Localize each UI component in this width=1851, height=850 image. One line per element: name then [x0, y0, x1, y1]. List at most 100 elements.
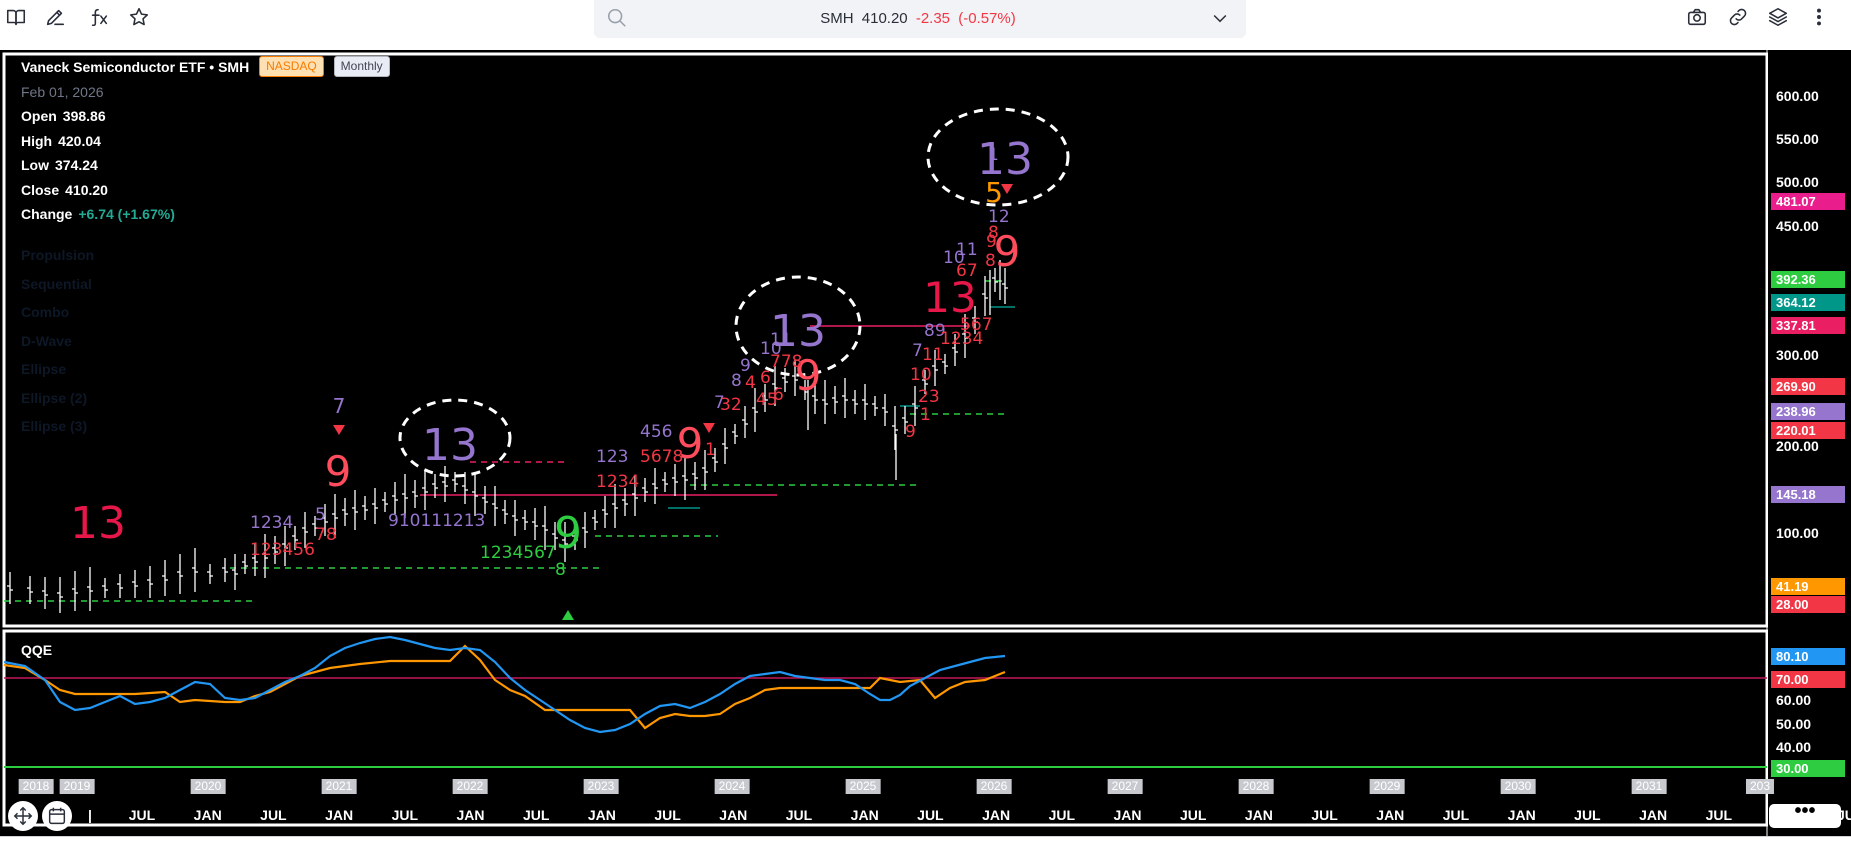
ohlc-bar	[602, 496, 608, 528]
ohlc-bar	[342, 498, 348, 526]
year-marker: 2019	[59, 779, 95, 794]
indicator-ellipse-2[interactable]: Ellipse (2)	[21, 389, 88, 406]
star-icon[interactable]	[124, 2, 154, 32]
pencil-icon[interactable]	[40, 2, 70, 32]
qqe-title: QQE	[21, 642, 53, 658]
ohlc-bar	[992, 268, 998, 292]
indicator-ellipse-3[interactable]: Ellipse (3)	[21, 418, 88, 434]
indicator-propulsion[interactable]: Propulsion	[21, 247, 95, 263]
svg-text:9: 9	[740, 356, 751, 376]
price-tick: 300.00	[1776, 347, 1819, 363]
time-axis-label: JAN	[325, 807, 354, 823]
year-marker: 2020	[190, 779, 226, 794]
book-icon[interactable]	[1, 2, 31, 32]
year-marker: 2029	[1369, 779, 1405, 794]
ohlc-bar	[1002, 268, 1008, 304]
time-axis-label: JAN	[850, 807, 879, 823]
camera-icon[interactable]	[1682, 2, 1712, 32]
layers-icon[interactable]	[1763, 2, 1793, 32]
time-axis-label: JUL	[654, 807, 681, 823]
svg-text:89: 89	[924, 321, 946, 341]
ohlc-bar	[552, 522, 558, 550]
svg-text:7: 7	[714, 393, 725, 413]
svg-text:1234: 1234	[250, 513, 293, 533]
count-13-e: 13	[923, 273, 976, 322]
chart-area[interactable]: 13 13 13 13 13 9 9 9 9 9 7 5 1234 123456…	[0, 50, 1851, 836]
fx-icon[interactable]	[84, 2, 114, 32]
svg-text:12: 12	[988, 207, 1010, 227]
legend-low: Low 374.24	[21, 157, 98, 173]
ohlc-bar	[7, 572, 13, 604]
price-tick: 550.00	[1776, 131, 1819, 147]
ohlc-bar	[562, 522, 568, 562]
indicator-combo[interactable]: Combo	[21, 304, 70, 320]
calendar-icon[interactable]	[42, 801, 72, 831]
ohlc-bar	[682, 456, 688, 500]
year-marker: 2021	[321, 779, 357, 794]
ohlc-bar	[352, 490, 358, 530]
price-bars	[7, 260, 1008, 613]
ohlc-bar	[102, 578, 108, 598]
indicator-sequential[interactable]: Sequential	[21, 275, 92, 292]
more-options-button[interactable]: •••	[1769, 801, 1841, 828]
ohlc-bar	[262, 534, 268, 578]
ohlc-bar	[542, 506, 548, 550]
ohlc-bar	[72, 571, 78, 611]
svg-text:9: 9	[905, 422, 916, 442]
ohlc-bar	[642, 478, 648, 502]
time-axis-tick: |	[88, 807, 92, 823]
ohlc-bar	[782, 368, 788, 392]
svg-text:78: 78	[315, 525, 337, 545]
ohlc-bar	[207, 564, 213, 584]
svg-text:11: 11	[770, 330, 792, 350]
chevron-down-icon[interactable]	[1210, 8, 1232, 30]
ohlc-bar	[392, 482, 398, 514]
chart-canvas[interactable]: 13 13 13 13 13 9 9 9 9 9 7 5 1234 123456…	[0, 50, 1851, 836]
year-marker: 2023	[583, 779, 619, 794]
up-triangle-1	[562, 610, 574, 620]
ohlc-bar	[422, 470, 428, 510]
interval-badge[interactable]: Monthly	[333, 56, 390, 77]
count-9-a: 9	[325, 447, 352, 496]
qqe-badge: 30.00	[1771, 760, 1845, 777]
qqe-tick: 60.00	[1776, 692, 1812, 708]
ohlc-bar	[312, 516, 318, 536]
svg-text:8: 8	[731, 371, 742, 391]
ohlc-bar	[502, 500, 508, 524]
more-vertical-icon[interactable]	[1804, 2, 1834, 32]
legend-date: Feb 01, 2026	[21, 83, 104, 100]
ohlc-bar	[492, 486, 498, 526]
ohlc-bar	[382, 492, 388, 512]
ohlc-bar	[792, 360, 798, 396]
year-marker: 2022	[452, 779, 488, 794]
svg-text:1234: 1234	[940, 329, 983, 349]
time-axis-label: JUL	[128, 807, 156, 823]
symbol-search-bar[interactable]: SMH 410.20 -2.35 (-0.57%)	[594, 0, 1246, 38]
time-axis-label: JUL	[1705, 807, 1733, 823]
ohlc-bar	[832, 386, 838, 414]
time-axis-label: JUL	[1442, 807, 1470, 823]
indicator-ellipse[interactable]: Ellipse	[21, 361, 67, 377]
svg-text:567: 567	[960, 315, 992, 335]
link-icon[interactable]	[1723, 2, 1753, 32]
ohlc-bar	[177, 554, 183, 594]
ohlc-bar	[812, 382, 818, 414]
ohlc-bar	[432, 474, 438, 498]
ohlc-bar	[362, 496, 368, 520]
count-7: 7	[333, 394, 346, 418]
ohlc-bar	[57, 577, 63, 613]
svg-text:32: 32	[720, 395, 742, 415]
svg-text:1: 1	[988, 145, 999, 165]
time-axis-label: JAN	[193, 807, 222, 823]
svg-text:5: 5	[315, 505, 326, 525]
time-axis-label: JUL	[260, 807, 287, 823]
ohlc-bar	[592, 510, 598, 530]
year-marker: 2030	[1500, 779, 1536, 794]
svg-text:9: 9	[986, 232, 997, 252]
ohlc-bar	[982, 276, 988, 316]
svg-text:10: 10	[943, 248, 965, 268]
price-badge: 364.12	[1771, 294, 1845, 311]
indicator-d-wave[interactable]: D-Wave	[21, 332, 72, 349]
move-icon[interactable]	[8, 801, 38, 831]
qqe-slow-line	[3, 644, 1006, 730]
